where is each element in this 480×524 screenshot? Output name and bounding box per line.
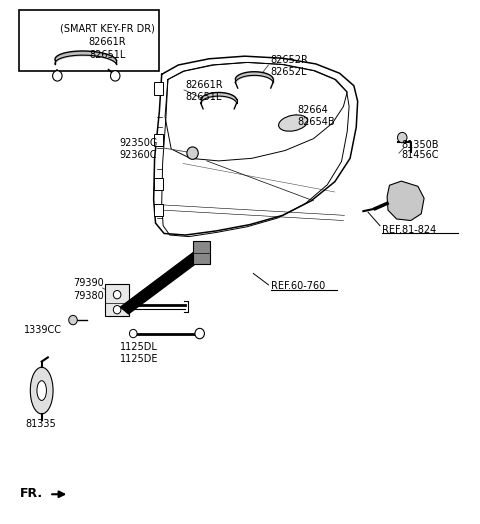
Text: 82652R
82652L: 82652R 82652L <box>271 55 309 77</box>
Ellipse shape <box>278 115 308 131</box>
Polygon shape <box>387 181 424 221</box>
Text: REF.60-760: REF.60-760 <box>271 281 325 291</box>
Ellipse shape <box>37 381 47 400</box>
Bar <box>154 204 163 216</box>
Text: 1339CC: 1339CC <box>24 325 62 335</box>
Text: 79390
79380: 79390 79380 <box>73 278 104 301</box>
Circle shape <box>130 330 137 337</box>
Bar <box>154 178 163 190</box>
Text: 82661R
82651L: 82661R 82651L <box>185 80 223 102</box>
Circle shape <box>69 315 77 325</box>
Text: 1125DL
1125DE: 1125DL 1125DE <box>120 342 159 364</box>
Bar <box>105 285 130 316</box>
Circle shape <box>397 133 407 143</box>
Text: 92350G
92360C: 92350G 92360C <box>119 138 157 160</box>
Bar <box>192 241 210 264</box>
Text: 81350B: 81350B <box>401 140 439 150</box>
Text: 82661R
82651L: 82661R 82651L <box>88 37 126 60</box>
Circle shape <box>110 71 120 81</box>
Bar <box>19 10 159 71</box>
Text: (SMART KEY-FR DR): (SMART KEY-FR DR) <box>60 24 155 34</box>
Text: FR.: FR. <box>19 487 43 500</box>
Ellipse shape <box>30 367 53 414</box>
Bar <box>154 82 163 94</box>
Text: 81335: 81335 <box>25 419 56 429</box>
Text: 81456C: 81456C <box>401 150 439 160</box>
Circle shape <box>113 305 121 314</box>
Circle shape <box>195 329 204 339</box>
Text: REF.81-824: REF.81-824 <box>383 225 437 235</box>
Polygon shape <box>120 252 202 314</box>
Circle shape <box>187 147 198 159</box>
Bar <box>154 134 163 146</box>
Circle shape <box>53 71 62 81</box>
Text: 82664
82654B: 82664 82654B <box>297 105 335 127</box>
Circle shape <box>113 290 121 299</box>
